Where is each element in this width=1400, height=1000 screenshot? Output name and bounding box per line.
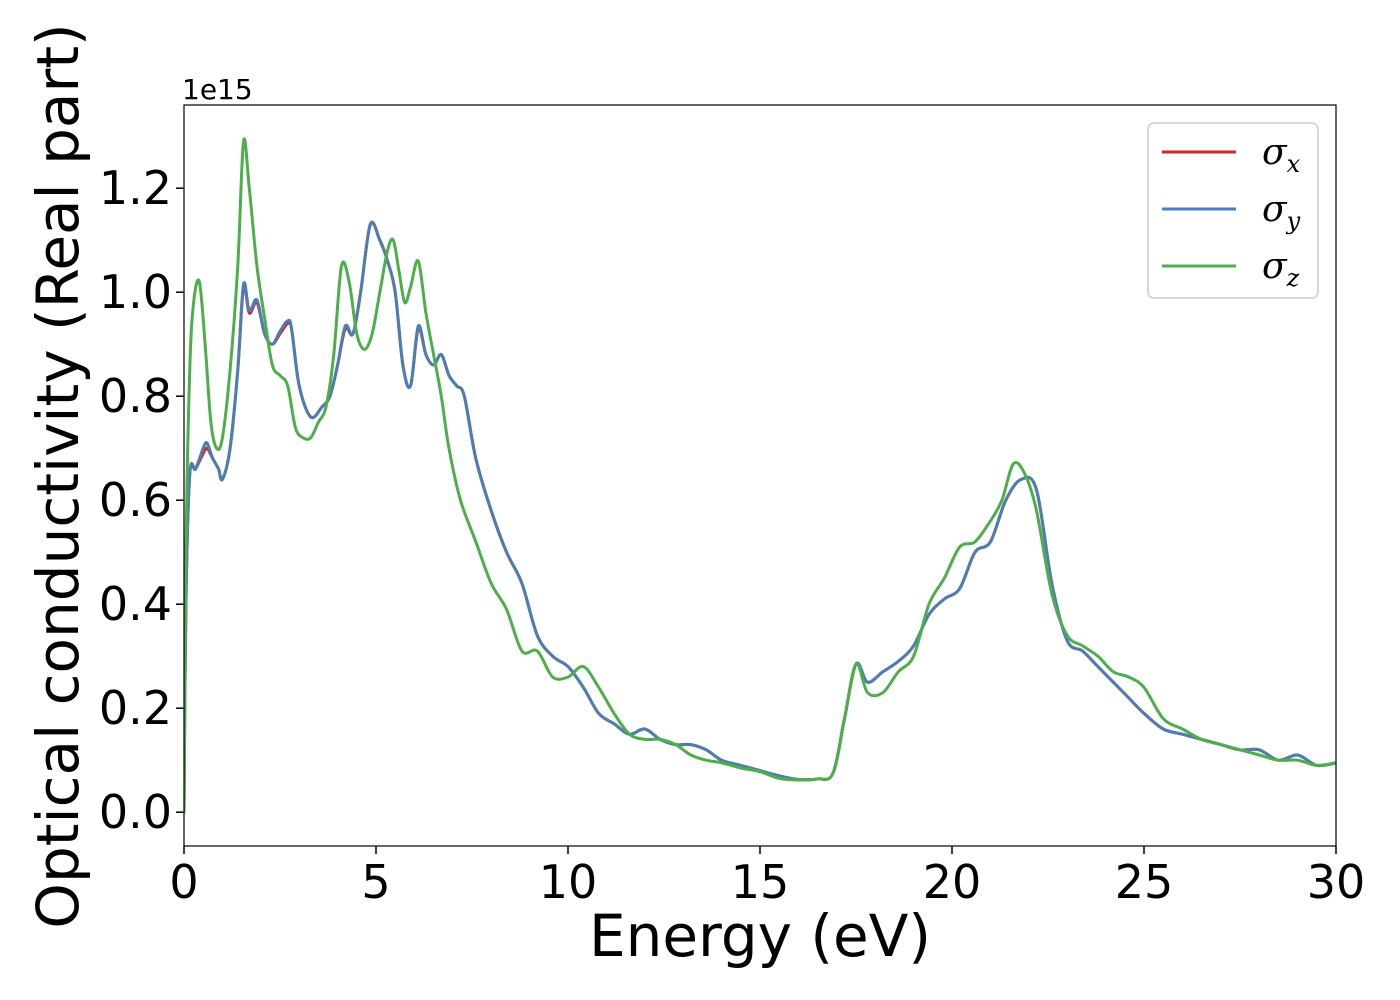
x-tick-label: 30 — [1307, 855, 1366, 909]
x-tick-label: 0 — [169, 855, 198, 909]
y-tick-label: 0.8 — [99, 369, 172, 423]
legend-label-x: σx — [1262, 132, 1301, 178]
series-lines — [184, 137, 1336, 814]
y-axis-ticks: 0.0 0.2 0.4 0.6 0.8 1.0 1.2 — [99, 161, 184, 839]
x-tick-label: 5 — [361, 855, 390, 909]
y-axis-label: Optical conductivity (Real part) — [24, 23, 92, 928]
x-axis-label: Energy (eV) — [589, 902, 931, 970]
y-offset-label: 1e15 — [182, 73, 253, 106]
x-tick-label: 15 — [731, 855, 790, 909]
legend-label-z: σz — [1262, 246, 1300, 292]
x-tick-label: 10 — [539, 855, 598, 909]
series-line-sigma-z — [184, 137, 1336, 814]
y-tick-label: 1.2 — [99, 161, 172, 215]
legend-label-y: σy — [1262, 189, 1301, 235]
y-tick-label: 0.2 — [99, 681, 172, 735]
y-tick-label: 1.0 — [99, 265, 172, 319]
x-tick-label: 20 — [923, 855, 982, 909]
y-tick-label: 0.4 — [99, 577, 172, 631]
legend: σx σy σz — [1147, 122, 1319, 299]
y-tick-label: 0.0 — [99, 785, 172, 839]
x-axis-ticks: 0 5 10 15 20 25 30 — [169, 846, 1365, 909]
y-tick-label: 0.6 — [99, 473, 172, 527]
x-tick-label: 25 — [1115, 855, 1174, 909]
